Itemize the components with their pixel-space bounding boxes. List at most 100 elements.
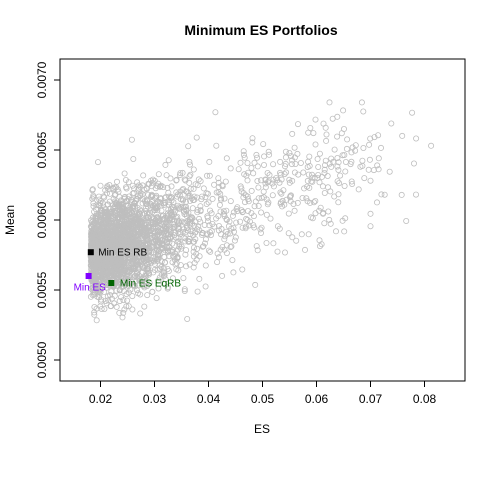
data-point xyxy=(123,198,130,205)
data-point xyxy=(341,228,348,235)
data-point xyxy=(254,163,261,170)
data-point xyxy=(113,303,120,310)
data-point xyxy=(317,204,324,211)
data-point xyxy=(335,166,342,173)
data-point xyxy=(179,169,186,176)
data-point xyxy=(164,265,171,272)
data-point xyxy=(305,171,312,178)
data-point xyxy=(112,201,119,208)
data-point xyxy=(125,240,132,247)
data-point xyxy=(254,247,261,254)
data-point xyxy=(179,187,186,194)
data-point xyxy=(388,120,395,127)
data-point xyxy=(196,275,203,282)
data-point xyxy=(113,227,120,234)
portfolio-marker xyxy=(108,280,115,286)
data-point xyxy=(96,233,103,240)
data-point xyxy=(93,258,100,265)
data-point xyxy=(186,179,193,186)
data-point xyxy=(230,224,237,231)
data-point xyxy=(207,207,214,214)
data-point xyxy=(121,224,128,231)
data-point xyxy=(281,249,288,256)
data-point xyxy=(113,184,120,191)
data-point xyxy=(131,272,138,279)
data-point xyxy=(255,195,262,202)
data-point xyxy=(334,113,341,120)
data-point xyxy=(267,215,274,222)
data-point xyxy=(98,305,105,312)
data-point xyxy=(91,262,98,269)
data-point xyxy=(115,222,122,229)
data-point xyxy=(116,227,123,234)
data-point xyxy=(403,217,410,224)
x-tick-label: 0.02 xyxy=(89,392,113,406)
data-point xyxy=(310,130,317,137)
data-point xyxy=(140,172,147,179)
data-point xyxy=(108,267,115,274)
data-point xyxy=(229,212,236,219)
data-point xyxy=(245,222,252,229)
y-axis: 0.0050 0.0055 0.0060 0.0065 0.0070 xyxy=(35,61,61,378)
data-point xyxy=(321,162,328,169)
data-point xyxy=(328,155,335,162)
x-tick-label: 0.06 xyxy=(305,392,329,406)
data-point xyxy=(257,226,264,233)
data-point xyxy=(105,225,112,232)
data-point xyxy=(182,251,189,258)
data-point xyxy=(428,142,435,149)
data-point xyxy=(185,209,192,216)
data-point xyxy=(194,209,201,216)
data-point xyxy=(289,234,296,241)
data-point xyxy=(270,183,277,190)
data-point xyxy=(194,206,201,213)
data-point xyxy=(133,259,140,266)
data-point xyxy=(161,259,168,266)
data-point xyxy=(120,273,127,280)
data-point xyxy=(189,220,196,227)
data-point xyxy=(365,166,372,173)
data-point xyxy=(88,285,95,292)
data-point xyxy=(103,190,110,197)
data-point xyxy=(151,266,158,273)
data-point xyxy=(112,192,119,199)
data-point xyxy=(115,262,122,269)
data-point xyxy=(340,107,347,114)
data-point xyxy=(328,163,335,170)
data-point xyxy=(248,187,255,194)
data-point xyxy=(360,108,367,115)
data-point xyxy=(119,216,126,223)
data-point xyxy=(230,269,237,276)
data-point xyxy=(413,135,420,142)
data-point xyxy=(157,220,164,227)
data-point xyxy=(143,225,150,232)
data-point xyxy=(126,193,133,200)
data-point xyxy=(177,196,184,203)
data-point xyxy=(357,163,364,170)
data-point xyxy=(367,135,374,142)
data-point xyxy=(254,154,261,161)
data-point xyxy=(129,182,136,189)
data-point xyxy=(287,192,294,199)
data-point xyxy=(205,247,212,254)
data-point xyxy=(181,203,188,210)
data-point xyxy=(142,207,149,214)
data-point xyxy=(244,193,251,200)
data-point xyxy=(164,285,171,292)
data-point xyxy=(120,297,127,304)
data-point xyxy=(141,197,148,204)
data-point xyxy=(334,163,341,170)
data-point xyxy=(179,228,186,235)
data-point xyxy=(226,218,233,225)
data-point xyxy=(373,199,380,206)
data-point xyxy=(175,225,182,232)
data-point xyxy=(358,99,365,106)
data-point xyxy=(121,170,128,177)
data-point xyxy=(316,237,323,244)
data-point xyxy=(367,223,374,230)
data-point xyxy=(378,191,385,198)
data-point xyxy=(97,198,104,205)
data-point xyxy=(304,177,311,184)
data-point xyxy=(166,193,173,200)
data-point xyxy=(294,150,301,157)
